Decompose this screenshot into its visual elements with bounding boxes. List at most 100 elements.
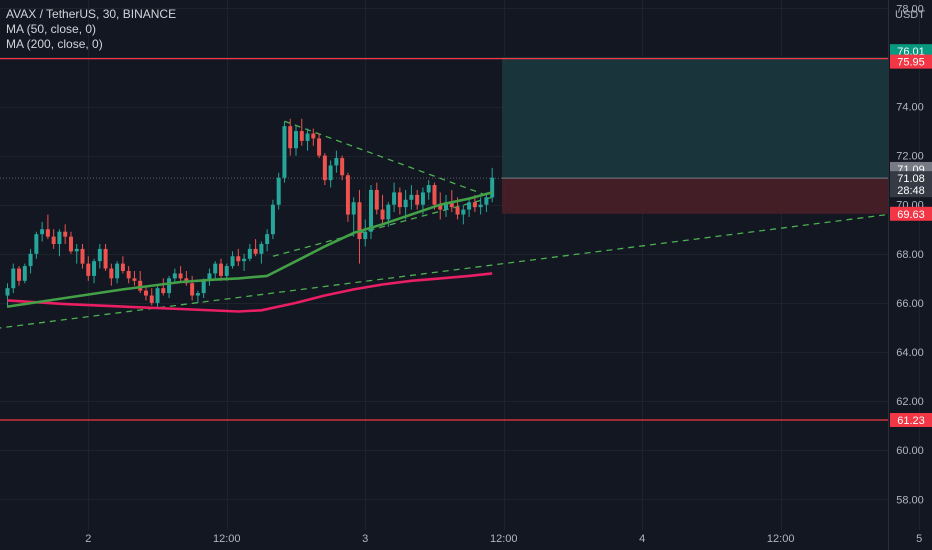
candle-body (247, 248, 252, 259)
ma200-legend[interactable]: MA (200, close, 0) (6, 37, 103, 51)
candle-body (334, 158, 339, 166)
candle-body (328, 165, 333, 181)
candle-body (155, 288, 160, 303)
loss-zone (502, 178, 888, 214)
candle-body (34, 234, 39, 254)
candle-body (265, 234, 270, 244)
price-tag-level (890, 54, 932, 69)
candle-body (22, 266, 27, 281)
candle-body (17, 268, 22, 281)
candle-body (167, 278, 172, 294)
candle-body (161, 288, 166, 294)
y-tick-label: 58.00 (896, 494, 924, 506)
candle-body (467, 202, 472, 210)
candle-body (403, 199, 408, 208)
trendline-support (0, 213, 889, 329)
candle-body (345, 175, 350, 215)
price-tag-label: 71.08 (897, 173, 925, 185)
candle-body (172, 273, 177, 279)
y-tick-label: 62.00 (896, 396, 924, 408)
price-tag-label: 61.23 (897, 415, 925, 427)
candle-body (236, 256, 241, 262)
candle-body (351, 202, 356, 215)
candle-body (340, 158, 345, 176)
candle-body (115, 263, 120, 279)
candle-body (317, 138, 322, 156)
candle-body (444, 202, 449, 210)
candle-body (432, 185, 437, 205)
candle-body (80, 248, 85, 264)
candle-body (28, 253, 33, 267)
candle-body (322, 155, 327, 181)
candle-body (68, 236, 73, 252)
candle-body (213, 263, 218, 274)
candle-body (380, 209, 385, 220)
candle-body (126, 270, 131, 279)
chart-legend: AVAX / TetherUS, 30, BINANCE MA (50, clo… (6, 7, 176, 52)
candle-body (207, 273, 212, 281)
candle-body (386, 204, 391, 220)
x-tick-label: 12:00 (767, 533, 795, 545)
candle-body (392, 192, 397, 205)
candle-body (120, 263, 125, 271)
candle-body (299, 131, 304, 141)
candle-body (276, 177, 281, 205)
ma50-legend[interactable]: MA (50, close, 0) (6, 22, 97, 36)
candle-body (374, 189, 379, 210)
candle-body (218, 263, 223, 276)
moving-averages (7, 191, 493, 313)
candle-body (461, 209, 466, 215)
candle-body (195, 293, 200, 296)
x-tick-label: 12:00 (490, 533, 518, 545)
candle-body (409, 194, 414, 200)
candle-body (478, 204, 483, 208)
candle-body (178, 273, 183, 279)
x-tick-label: 5 (916, 533, 922, 545)
time-axis[interactable]: 2 12:00 3 12:00 4 12:00 5 (85, 533, 922, 545)
price-tag-label: 75.95 (897, 57, 925, 69)
y-tick-label: 72.00 (896, 151, 924, 163)
candle-body (282, 126, 287, 178)
x-tick-label: 12:00 (213, 533, 241, 545)
long-position-tool[interactable] (0, 57, 888, 214)
candle-body (288, 126, 293, 149)
candle-body (92, 261, 97, 276)
price-tag-level (890, 413, 932, 428)
candle-body (5, 288, 10, 296)
candle-body (426, 185, 431, 193)
y-tick-label: 68.00 (896, 249, 924, 261)
x-tick-label: 2 (85, 533, 91, 545)
candle-body (224, 266, 229, 276)
horizontal-levels[interactable] (0, 57, 888, 421)
candle-body (40, 229, 45, 235)
y-tick-label: 74.00 (896, 102, 924, 114)
candle-body (253, 248, 258, 254)
candles (5, 118, 495, 308)
candle-body (415, 194, 420, 205)
candle-body (438, 204, 443, 210)
candle-body (103, 248, 108, 269)
candle-body (455, 207, 460, 215)
candle-body (51, 236, 56, 244)
candle-body (86, 263, 91, 276)
profit-zone (502, 57, 888, 179)
price-tag-label: 69.63 (897, 209, 925, 221)
candle-body (230, 256, 235, 267)
candle-body (143, 290, 148, 296)
ma50-line (7, 191, 493, 308)
candle-body (484, 197, 489, 205)
symbol-title[interactable]: AVAX / TetherUS, 30, BINANCE (6, 7, 177, 21)
candle-body (363, 231, 368, 240)
y-tick-label: 64.00 (896, 347, 924, 359)
candle-body (294, 131, 298, 149)
x-tick-label: 3 (362, 533, 368, 545)
candle-body (109, 268, 114, 279)
candle-body (311, 133, 316, 139)
candle-body (138, 280, 143, 291)
candle-body (132, 278, 137, 281)
candle-body (11, 268, 16, 289)
candle-body (369, 189, 374, 232)
x-tick-label: 4 (639, 533, 645, 545)
